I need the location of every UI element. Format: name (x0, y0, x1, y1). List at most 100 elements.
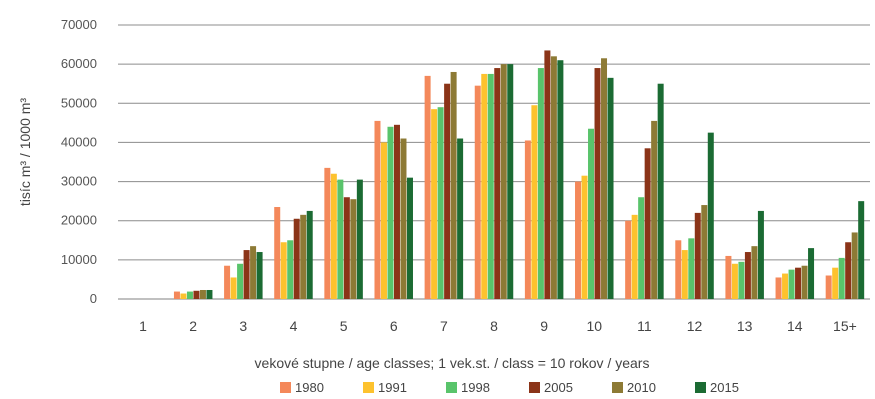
x-tick-label: 15+ (833, 318, 857, 334)
bar-1991-class-11 (631, 214, 638, 299)
legend-swatch-1980 (280, 382, 291, 393)
bar-2015-class-3 (256, 252, 263, 299)
x-tick-label: 10 (586, 318, 602, 334)
bar-2005-class-14 (795, 267, 802, 299)
bar-2005-class-3 (243, 250, 250, 299)
bar-1991-class-14 (782, 273, 789, 299)
bar-1980-class-13 (725, 255, 732, 299)
bar-1991-class-4 (280, 242, 287, 299)
bar-2010-class-7 (450, 71, 457, 299)
bar-2015-class-14 (808, 248, 815, 299)
x-tick-label: 12 (687, 318, 703, 334)
bar-2015-class-13 (757, 210, 764, 299)
legend-label-1991: 1991 (378, 380, 407, 395)
bar-2015-class-9 (557, 60, 564, 299)
bar-1980-class-2 (173, 291, 180, 299)
bar-1998-class-2 (186, 291, 193, 299)
bar-1998-class-10 (588, 128, 595, 299)
y-tick-label: 20000 (61, 213, 97, 228)
bar-1998-class-6 (387, 126, 394, 300)
y-tick-label: 30000 (61, 174, 97, 189)
bar-1980-class-14 (775, 277, 782, 299)
bar-2015-class-10 (607, 77, 614, 299)
bar-2015-class-6 (406, 177, 413, 299)
bar-1980-class-4 (274, 207, 281, 299)
bar-2015-class-15+ (858, 201, 865, 299)
bar-2015-class-5 (356, 179, 363, 299)
y-axis-ticks: 0 10000 20000 30000 40000 50000 60000 70000 (61, 17, 97, 306)
x-tick-label: 2 (189, 318, 197, 334)
legend-label-2015: 2015 (710, 380, 739, 395)
bar-2005-class-2 (193, 290, 200, 299)
bar-1980-class-3 (224, 265, 231, 299)
bar-2005-class-13 (744, 252, 751, 299)
bar-1998-class-13 (738, 261, 745, 299)
x-axis-title: vekové stupne / age classes; 1 vek.st. /… (255, 355, 650, 371)
bar-2010-class-6 (400, 138, 407, 299)
legend-swatch-1991 (363, 382, 374, 393)
bar-1998-class-3 (237, 263, 244, 299)
bar-2010-class-2 (199, 289, 206, 299)
bar-2010-class-12 (701, 205, 708, 299)
bar-2015-class-4 (306, 210, 313, 299)
bar-1991-class-15+ (832, 267, 839, 299)
bar-2005-class-7 (444, 83, 451, 299)
x-tick-label: 5 (340, 318, 348, 334)
bar-2010-class-10 (601, 58, 608, 300)
bar-1980-class-9 (524, 140, 531, 299)
bar-1991-class-2 (180, 293, 187, 299)
bars (173, 50, 865, 300)
y-tick-label: 40000 (61, 134, 97, 149)
x-tick-label: 1 (139, 318, 147, 334)
bar-2005-class-8 (494, 68, 501, 299)
bar-1980-class-5 (324, 167, 331, 299)
x-tick-label: 4 (290, 318, 298, 334)
bar-1998-class-8 (487, 73, 494, 299)
bar-1980-class-7 (424, 75, 431, 299)
legend-swatch-2015 (695, 382, 706, 393)
grid-lines (118, 24, 870, 300)
bar-2015-class-12 (707, 132, 714, 299)
bar-2010-class-9 (550, 56, 557, 299)
bar-2010-class-15+ (851, 232, 858, 299)
bar-2015-class-11 (657, 83, 664, 299)
y-tick-label: 70000 (61, 17, 97, 32)
bar-1991-class-7 (431, 109, 438, 300)
bar-2015-class-7 (457, 138, 464, 299)
y-tick-label: 0 (90, 291, 97, 306)
x-tick-label: 9 (540, 318, 548, 334)
legend-swatch-2010 (612, 382, 623, 393)
bar-1991-class-6 (380, 142, 387, 299)
bar-2015-class-2 (206, 289, 213, 299)
bar-1998-class-12 (688, 238, 695, 299)
bar-2005-class-11 (644, 148, 651, 299)
legend-label-1980: 1980 (295, 380, 324, 395)
bar-1991-class-13 (731, 263, 738, 299)
x-tick-label: 13 (737, 318, 753, 334)
bar-1998-class-9 (537, 68, 544, 299)
bar-1980-class-10 (575, 181, 582, 299)
bar-2005-class-6 (393, 124, 400, 299)
bar-2005-class-4 (293, 218, 300, 299)
x-tick-label: 6 (390, 318, 398, 334)
legend-swatch-2005 (529, 382, 540, 393)
bar-2015-class-8 (507, 64, 514, 300)
bar-2010-class-3 (250, 246, 257, 299)
bar-1980-class-6 (374, 120, 381, 300)
bar-2005-class-9 (544, 50, 551, 299)
bar-1991-class-12 (681, 250, 688, 299)
bar-1991-class-5 (330, 173, 337, 299)
bar-1980-class-15+ (825, 275, 832, 299)
legend-label-1998: 1998 (461, 380, 490, 395)
legend-label-2010: 2010 (627, 380, 656, 395)
bar-1991-class-10 (581, 175, 588, 299)
bar-1998-class-7 (437, 107, 444, 299)
legend: 1980 1991 1998 2005 2010 2015 (280, 380, 739, 395)
x-tick-label: 11 (637, 318, 652, 334)
x-tick-label: 8 (490, 318, 498, 334)
bar-1980-class-8 (474, 85, 481, 300)
y-tick-label: 60000 (61, 56, 97, 71)
bar-2010-class-11 (651, 120, 658, 300)
y-axis-title: tisíc m³ / 1000 m³ (17, 98, 33, 206)
